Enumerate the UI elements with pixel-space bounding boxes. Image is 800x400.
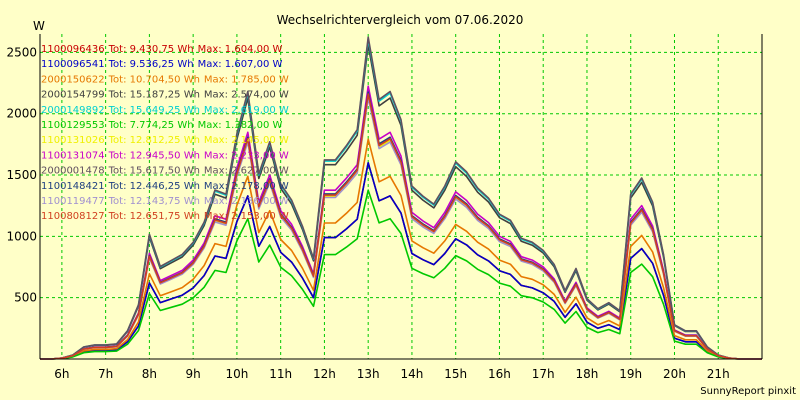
legend-name: 2000001478	[41, 166, 105, 177]
legend-name: 1100129553	[41, 120, 105, 131]
legend-entry: 1100148421 Tot: 12.446,25 Wh Max: 2.178,00…	[41, 181, 289, 192]
legend-name: 1100131074	[41, 150, 105, 161]
legend-entry: 1100131074 Tot: 12.945,50 Wh Max: 2.233,00…	[41, 150, 289, 161]
legend-max: Max: 2.627,00 W	[204, 166, 289, 177]
legend-total: Tot: 12.945,50 Wh	[108, 150, 200, 161]
legend-total: Tot: 12.812,25 Wh	[108, 135, 200, 146]
series-line-1100808127	[40, 93, 762, 360]
legend-entry: 2000154799 Tot: 15.187,25 Wh Max: 2.574,00…	[41, 90, 289, 101]
series-group	[40, 36, 762, 360]
legend-name: 1100119477	[41, 196, 105, 207]
chart-title: Wechselrichtervergleich vom 07.06.2020	[277, 13, 524, 27]
x-tick-label: 13h	[357, 367, 380, 381]
series-line-1100129553	[40, 189, 762, 360]
axes: 6h 7h 8h 9h 10h 11h 12h 13h 14h 15h 16h 17h 18h 19h 20…	[6, 34, 763, 381]
legend-name: 2000149892	[41, 105, 105, 116]
legend-name: 2000154799	[41, 90, 105, 101]
legend: 1100096436 Tot: 9.430,75 Wh Max: 1.604,00 …	[41, 44, 289, 222]
x-tick-label: 6h	[54, 367, 69, 381]
legend-name: 1100096436	[41, 44, 105, 55]
y-tick-label: 1000	[6, 229, 37, 243]
x-tick-label: 20h	[663, 367, 686, 381]
y-tick-label: 1500	[6, 168, 37, 182]
x-tick-label: 12h	[313, 367, 336, 381]
legend-name: 2000150622	[41, 74, 105, 85]
legend-total: Tot: 15.187,25 Wh	[108, 90, 200, 101]
x-tick-label: 8h	[142, 367, 157, 381]
legend-max: Max: 1.607,00 W	[198, 59, 283, 70]
x-tick-label: 15h	[444, 367, 467, 381]
series-line-2000001478	[40, 36, 762, 360]
legend-entry: 1100096541 Tot: 9.536,25 Wh Max: 1.607,00 …	[41, 59, 282, 70]
legend-entry: 1100129553 Tot: 7.774,25 Wh Max: 1.382,00 …	[41, 120, 282, 131]
x-tick-label: 18h	[576, 367, 599, 381]
legend-max: Max: 2.136,00 W	[204, 196, 289, 207]
legend-max: Max: 2.178,00 W	[204, 181, 289, 192]
legend-total: Tot: 9.430,75 Wh	[108, 44, 194, 55]
legend-entry: 1100808127 Tot: 12.651,75 Wh Max: 2.153,00…	[41, 211, 289, 222]
legend-entry: 2000150622 Tot: 10.704,50 Wh Max: 1.785,00…	[41, 74, 289, 85]
legend-max: Max: 2.619,00 W	[204, 105, 289, 116]
legend-entry: 2000001478 Tot: 15.617,50 Wh Max: 2.627,00…	[41, 166, 289, 177]
series-line-1100148421	[40, 91, 762, 360]
legend-entry: 2000149892 Tot: 15.649,25 Wh Max: 2.619,00…	[41, 105, 289, 116]
y-axis-label: W	[33, 19, 45, 33]
legend-name: 1100808127	[41, 211, 105, 222]
legend-max: Max: 2.574,00 W	[204, 90, 289, 101]
x-tick-label: 11h	[269, 367, 292, 381]
legend-entry: 1100096436 Tot: 9.430,75 Wh Max: 1.604,00 …	[41, 44, 282, 55]
legend-max: Max: 2.153,00 W	[204, 211, 289, 222]
y-tick-label: 2500	[6, 45, 37, 59]
legend-total: Tot: 12.143,75 Wh	[108, 196, 200, 207]
x-tick-label: 9h	[186, 367, 201, 381]
legend-max: Max: 1.382,00 W	[198, 120, 283, 131]
legend-entry: 1100119477 Tot: 12.143,75 Wh Max: 2.136,00…	[41, 196, 289, 207]
y-tick-label: 500	[14, 291, 37, 305]
x-tick-label: 21h	[707, 367, 730, 381]
x-tick-label: 16h	[488, 367, 511, 381]
credit-text: SunnyReport pinxit	[700, 386, 796, 397]
legend-max: Max: 1.785,00 W	[204, 74, 289, 85]
legend-total: Tot: 12.446,25 Wh	[108, 181, 200, 192]
legend-max: Max: 1.604,00 W	[198, 44, 283, 55]
legend-max: Max: 2.145,00 W	[204, 135, 289, 146]
legend-max: Max: 2.233,00 W	[204, 150, 289, 161]
x-tick-label: 19h	[619, 367, 642, 381]
legend-name: 1100131026	[41, 135, 105, 146]
x-tick-label: 10h	[225, 367, 248, 381]
series-line-1100096541	[40, 162, 762, 360]
legend-name: 1100096541	[41, 59, 105, 70]
legend-total: Tot: 10.704,50 Wh	[108, 74, 200, 85]
legend-name: 1100148421	[41, 181, 105, 192]
legend-total: Tot: 15.649,25 Wh	[108, 105, 200, 116]
y-tick-label: 2000	[6, 107, 37, 121]
legend-total: Tot: 9.536,25 Wh	[108, 59, 194, 70]
x-tick-label: 14h	[401, 367, 424, 381]
x-tick-label: 7h	[98, 367, 113, 381]
legend-entry: 1100131026 Tot: 12.812,25 Wh Max: 2.145,00…	[41, 135, 289, 146]
legend-total: Tot: 7.774,25 Wh	[108, 120, 194, 131]
x-tick-label: 17h	[532, 367, 555, 381]
legend-total: Tot: 15.617,50 Wh	[108, 166, 200, 177]
series-line-2000150622	[40, 138, 762, 360]
legend-total: Tot: 12.651,75 Wh	[108, 211, 200, 222]
